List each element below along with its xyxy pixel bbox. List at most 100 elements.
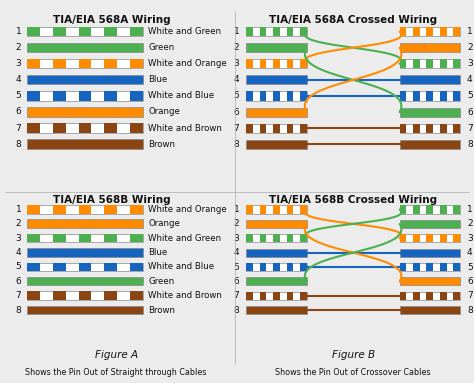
FancyBboxPatch shape [300,59,307,68]
FancyBboxPatch shape [246,277,307,285]
FancyBboxPatch shape [287,205,293,213]
FancyBboxPatch shape [413,59,419,68]
FancyBboxPatch shape [400,234,460,242]
Text: 4: 4 [16,75,21,84]
FancyBboxPatch shape [400,263,406,271]
FancyBboxPatch shape [27,91,143,101]
FancyBboxPatch shape [287,263,293,271]
FancyBboxPatch shape [246,75,307,84]
Text: 1: 1 [467,27,473,36]
FancyBboxPatch shape [104,234,117,242]
FancyBboxPatch shape [427,92,433,101]
Text: 1: 1 [16,27,21,36]
Text: 1: 1 [234,27,239,36]
FancyBboxPatch shape [440,234,447,242]
FancyBboxPatch shape [413,92,419,101]
Text: 6: 6 [16,107,21,116]
Text: Blue: Blue [148,75,168,84]
Text: 1: 1 [467,205,473,214]
FancyBboxPatch shape [413,292,419,300]
FancyBboxPatch shape [246,43,307,52]
FancyBboxPatch shape [79,234,91,242]
FancyBboxPatch shape [453,263,460,271]
FancyBboxPatch shape [27,107,143,117]
FancyBboxPatch shape [300,92,307,101]
FancyBboxPatch shape [27,27,143,36]
Text: Shows the Pin Out of Crossover Cables: Shows the Pin Out of Crossover Cables [275,368,431,376]
Text: 5: 5 [16,91,21,100]
FancyBboxPatch shape [27,43,143,52]
FancyBboxPatch shape [79,205,91,213]
Text: 5: 5 [234,262,239,272]
FancyBboxPatch shape [400,124,460,133]
Text: 5: 5 [234,92,239,100]
FancyBboxPatch shape [453,205,460,213]
FancyBboxPatch shape [453,234,460,242]
FancyBboxPatch shape [246,92,307,101]
FancyBboxPatch shape [79,91,91,101]
FancyBboxPatch shape [53,291,65,300]
Text: TIA/EIA 568B Crossed Wiring: TIA/EIA 568B Crossed Wiring [269,195,437,205]
FancyBboxPatch shape [453,27,460,36]
Text: Blue: Blue [148,248,168,257]
FancyBboxPatch shape [246,220,307,228]
FancyBboxPatch shape [260,205,266,213]
FancyBboxPatch shape [440,205,447,213]
FancyBboxPatch shape [400,59,406,68]
FancyBboxPatch shape [104,263,117,271]
Text: White and Brown: White and Brown [148,124,222,133]
FancyBboxPatch shape [400,292,406,300]
Text: 3: 3 [16,234,21,242]
FancyBboxPatch shape [246,27,253,36]
FancyBboxPatch shape [130,91,143,101]
Text: 7: 7 [467,124,473,133]
FancyBboxPatch shape [260,27,266,36]
FancyBboxPatch shape [246,108,307,117]
Text: 2: 2 [16,43,21,52]
FancyBboxPatch shape [27,277,143,285]
FancyBboxPatch shape [413,205,419,213]
FancyBboxPatch shape [53,27,65,36]
Text: 5: 5 [467,262,473,272]
FancyBboxPatch shape [400,205,406,213]
FancyBboxPatch shape [413,263,419,271]
FancyBboxPatch shape [27,291,40,300]
FancyBboxPatch shape [246,124,253,133]
FancyBboxPatch shape [413,124,419,133]
FancyBboxPatch shape [300,27,307,36]
FancyBboxPatch shape [260,263,266,271]
FancyBboxPatch shape [246,59,253,68]
FancyBboxPatch shape [27,263,143,271]
Text: White and Orange: White and Orange [148,59,227,68]
FancyBboxPatch shape [260,59,266,68]
FancyBboxPatch shape [440,27,447,36]
Text: 2: 2 [234,219,239,228]
FancyBboxPatch shape [27,291,143,300]
FancyBboxPatch shape [104,59,117,68]
Text: 6: 6 [234,277,239,286]
FancyBboxPatch shape [79,291,91,300]
Text: 1: 1 [234,205,239,214]
FancyBboxPatch shape [246,263,307,271]
FancyBboxPatch shape [53,205,65,213]
FancyBboxPatch shape [53,234,65,242]
FancyBboxPatch shape [27,27,40,36]
Text: 8: 8 [16,306,21,314]
FancyBboxPatch shape [400,263,460,271]
FancyBboxPatch shape [79,123,91,133]
FancyBboxPatch shape [400,27,460,36]
FancyBboxPatch shape [427,124,433,133]
FancyBboxPatch shape [400,249,460,257]
Text: White and Green: White and Green [148,27,221,36]
Text: Figure A: Figure A [95,350,137,360]
FancyBboxPatch shape [27,205,40,213]
FancyBboxPatch shape [104,205,117,213]
FancyBboxPatch shape [400,277,460,285]
FancyBboxPatch shape [27,248,143,257]
Text: Figure B: Figure B [332,350,374,360]
FancyBboxPatch shape [27,205,143,213]
FancyBboxPatch shape [53,59,65,68]
FancyBboxPatch shape [400,140,460,149]
FancyBboxPatch shape [400,59,460,68]
Text: Brown: Brown [148,306,175,314]
